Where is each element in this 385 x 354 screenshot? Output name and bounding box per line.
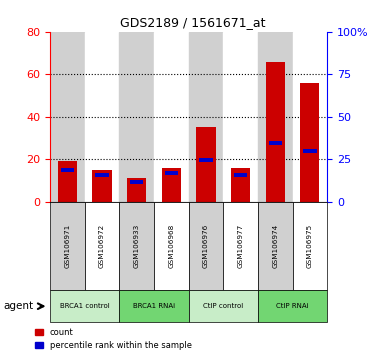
Bar: [199, 158, 213, 162]
Bar: [258, 32, 293, 202]
Text: GDS2189 / 1561671_at: GDS2189 / 1561671_at: [120, 16, 265, 29]
Bar: [50, 202, 85, 290]
Bar: [119, 32, 154, 202]
Bar: [196, 127, 216, 202]
Text: GSM106975: GSM106975: [307, 224, 313, 268]
Bar: [119, 290, 189, 322]
Bar: [165, 171, 178, 176]
Bar: [189, 202, 223, 290]
Text: GSM106974: GSM106974: [272, 224, 278, 268]
Text: GSM106972: GSM106972: [99, 224, 105, 268]
Bar: [130, 180, 143, 184]
Bar: [154, 32, 189, 202]
Bar: [223, 32, 258, 202]
Bar: [162, 168, 181, 202]
Bar: [50, 32, 85, 202]
Bar: [92, 170, 112, 202]
Bar: [85, 202, 119, 290]
Bar: [50, 290, 119, 322]
Bar: [293, 202, 327, 290]
Bar: [154, 202, 189, 290]
Bar: [300, 83, 320, 202]
Text: CtIP RNAi: CtIP RNAi: [276, 303, 309, 309]
Bar: [266, 62, 285, 202]
Bar: [85, 32, 119, 202]
Bar: [61, 168, 74, 172]
Bar: [58, 161, 77, 202]
Text: CtIP control: CtIP control: [203, 303, 243, 309]
Bar: [95, 173, 109, 177]
Bar: [119, 202, 154, 290]
Text: GSM106968: GSM106968: [168, 224, 174, 268]
Text: GSM106933: GSM106933: [134, 224, 140, 268]
Bar: [303, 149, 316, 153]
Text: BRCA1 RNAi: BRCA1 RNAi: [133, 303, 175, 309]
Bar: [234, 173, 247, 177]
Bar: [231, 168, 250, 202]
Bar: [258, 290, 327, 322]
Bar: [258, 202, 293, 290]
Legend: count, percentile rank within the sample: count, percentile rank within the sample: [35, 328, 192, 350]
Text: agent: agent: [4, 301, 34, 311]
Bar: [189, 290, 258, 322]
Text: BRCA1 control: BRCA1 control: [60, 303, 110, 309]
Bar: [293, 32, 327, 202]
Text: GSM106976: GSM106976: [203, 224, 209, 268]
Bar: [189, 32, 223, 202]
Text: GSM106971: GSM106971: [64, 224, 70, 268]
Bar: [223, 202, 258, 290]
Bar: [269, 141, 282, 145]
Bar: [127, 178, 146, 202]
Text: GSM106977: GSM106977: [238, 224, 244, 268]
